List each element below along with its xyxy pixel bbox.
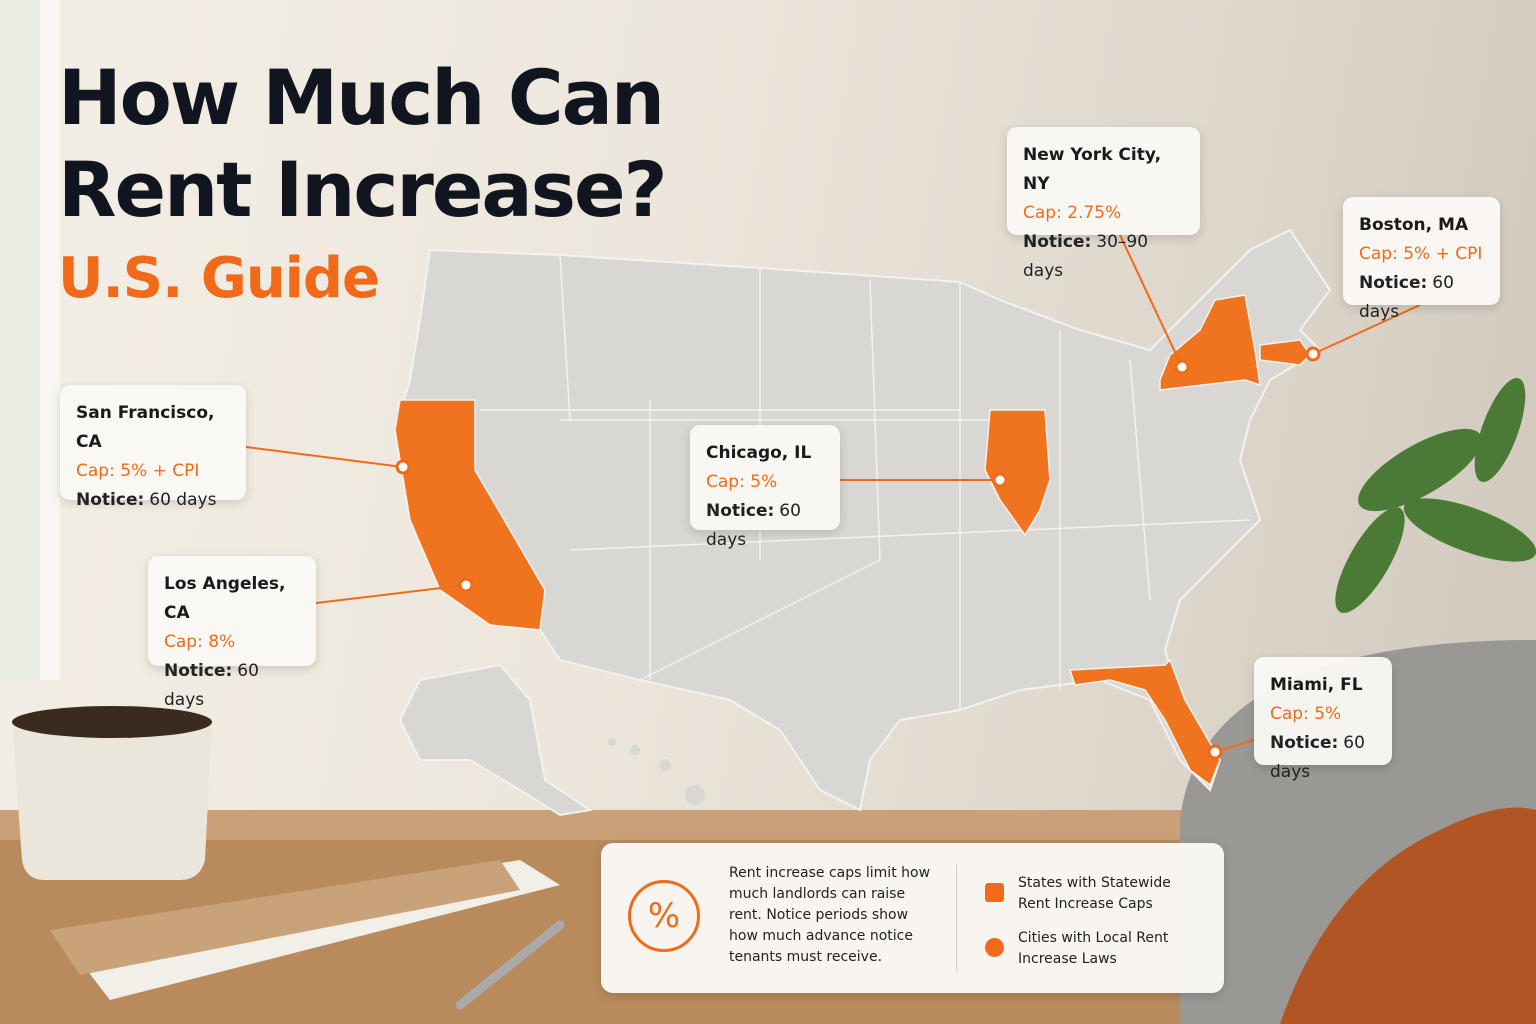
callout: Chicago, IL Cap: 5% Notice: 60 days [690,425,840,550]
window-view [0,0,40,680]
notice-label: Notice: [1270,733,1339,753]
notice-label: Notice: [164,661,233,681]
city-name: New York City, NY [1023,145,1162,194]
florida [1068,658,1221,787]
us-map [393,228,1332,812]
coffee [12,706,212,738]
notice-label: Notice: [76,490,145,510]
subtitle: U.S. Guide [58,246,380,311]
cap: Cap: 2.75% [1023,203,1122,223]
plant [1335,377,1536,613]
divider [956,865,957,971]
callout: Miami, FL Cap: 5% Notice: 60 days [1254,657,1392,782]
legend-label: Cities with Local Rent Increase Laws [1018,930,1169,967]
alaska [398,663,593,817]
legend-item: States with Statewide Rent Increase Caps [985,873,1205,915]
legend-description: Rent increase caps limit how much landlo… [729,865,931,965]
notice: Notice: 60 days [1270,729,1376,787]
title: How Much Can Rent Increase? [58,52,668,236]
notice: Notice: 60 days [706,497,824,555]
notice-value: 30–90 days [1023,232,1149,281]
mug [12,720,212,880]
callout: New York City, NY Cap: 2.75% Notice: 30–90 … [1007,127,1200,281]
illinois [984,409,1051,537]
cap: Cap: 8% [164,632,236,652]
leader-line [1119,234,1183,368]
leader-line [1312,304,1421,355]
table-edge [0,810,1300,840]
city-dot [1207,744,1223,760]
city-name: Chicago, IL [706,443,812,463]
cap: Cap: 5% + CPI [1359,244,1483,264]
notice: Notice: 60 days [1359,269,1484,327]
legend-label: States with Statewide Rent Increase Caps [1018,875,1171,912]
legend-item: Cities with Local Rent Increase Laws [985,928,1205,970]
callout: San Francisco, CA Cap: 5% + CPI Notice: 60 … [60,385,246,510]
city-dot [395,459,411,475]
city-dot [992,472,1008,488]
cap: Cap: 5% [706,472,778,492]
notice: Notice: 30–90 days [1023,228,1184,286]
hawaii [608,738,705,805]
notice-label: Notice: [1359,273,1428,293]
leader-line [315,584,467,604]
legend: % Rent increase caps limit how much land… [601,843,1224,993]
city-name: San Francisco, CA [76,403,215,452]
notice: Notice: 60 days [164,657,300,715]
massachusetts [1259,339,1311,366]
state-borders [480,254,1251,710]
california [394,399,546,631]
percent-icon: % [628,880,700,952]
city-dot [1305,346,1321,362]
notice-value: 60 days [1359,273,1454,322]
leader-line [245,446,404,468]
notice: Notice: 60 days [76,486,230,515]
city-swatch [985,938,1004,957]
city-name: Boston, MA [1359,215,1469,235]
state-swatch [985,883,1004,902]
cap: Cap: 5% + CPI [76,461,200,481]
callout: Los Angeles, CA Cap: 8% Notice: 60 days [148,556,316,710]
city-name: Los Angeles, CA [164,574,286,623]
city-dot [1174,359,1190,375]
cap: Cap: 5% [1270,704,1342,724]
city-name: Miami, FL [1270,675,1363,695]
callout: Boston, MA Cap: 5% + CPI Notice: 60 days [1343,197,1500,322]
city-dot [458,577,474,593]
notice-value: 60 days [164,661,259,710]
notice-value: 60 days [1270,733,1365,782]
notebook [50,860,520,975]
notice-value: 60 days [706,501,801,550]
title-line: How Much Can [58,53,665,142]
notice-label: Notice: [706,501,775,521]
notice-label: Notice: [1023,232,1092,252]
pen [455,920,565,1010]
leaders [245,234,1421,760]
notice-value: 60 days [149,490,217,510]
title-line: Rent Increase? [58,145,668,234]
blanket [1280,807,1536,1024]
